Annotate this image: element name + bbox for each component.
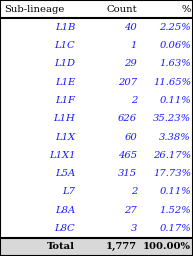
Text: 626: 626 — [118, 114, 137, 123]
Text: 35.23%: 35.23% — [153, 114, 191, 123]
Bar — [0, 18, 193, 37]
Bar — [0, 128, 193, 146]
Bar — [0, 201, 193, 219]
Text: 17.73%: 17.73% — [153, 169, 191, 178]
Text: 11.65%: 11.65% — [153, 78, 191, 87]
Text: L1C: L1C — [55, 41, 75, 50]
Text: 1.63%: 1.63% — [159, 59, 191, 69]
Text: 0.11%: 0.11% — [159, 187, 191, 197]
Text: 29: 29 — [124, 59, 137, 69]
Bar — [0, 219, 193, 238]
Text: %: % — [182, 5, 191, 14]
Text: L1F: L1F — [55, 96, 75, 105]
Text: L7: L7 — [62, 187, 75, 197]
Text: 3: 3 — [131, 224, 137, 233]
Text: L1X: L1X — [55, 133, 75, 142]
Text: 207: 207 — [118, 78, 137, 87]
Text: L8C: L8C — [55, 224, 75, 233]
Text: Total: Total — [47, 242, 75, 251]
Text: 26.17%: 26.17% — [153, 151, 191, 160]
Text: 465: 465 — [118, 151, 137, 160]
Bar — [0, 0, 193, 18]
Text: 315: 315 — [118, 169, 137, 178]
Text: Sub-lineage: Sub-lineage — [4, 5, 64, 14]
Text: 100.00%: 100.00% — [143, 242, 191, 251]
Bar — [0, 183, 193, 201]
Text: Count: Count — [106, 5, 137, 14]
Text: 0.11%: 0.11% — [159, 96, 191, 105]
Bar — [0, 73, 193, 91]
Text: 27: 27 — [124, 206, 137, 215]
Text: L1B: L1B — [55, 23, 75, 32]
Text: L1E: L1E — [55, 78, 75, 87]
Text: 0.06%: 0.06% — [159, 41, 191, 50]
Text: L5A: L5A — [55, 169, 75, 178]
Bar — [0, 165, 193, 183]
Text: L8A: L8A — [55, 206, 75, 215]
Bar — [0, 146, 193, 165]
Text: 3.38%: 3.38% — [159, 133, 191, 142]
Bar — [0, 91, 193, 110]
Text: 0.17%: 0.17% — [159, 224, 191, 233]
Text: 2.25%: 2.25% — [159, 23, 191, 32]
Text: 1,777: 1,777 — [106, 242, 137, 251]
Text: 40: 40 — [124, 23, 137, 32]
Bar — [0, 37, 193, 55]
Text: 60: 60 — [124, 133, 137, 142]
Text: 2: 2 — [131, 187, 137, 197]
Bar — [0, 238, 193, 256]
Text: 2: 2 — [131, 96, 137, 105]
Text: L1H: L1H — [53, 114, 75, 123]
Bar — [0, 110, 193, 128]
Bar — [0, 55, 193, 73]
Text: 1.52%: 1.52% — [159, 206, 191, 215]
Text: 1: 1 — [131, 41, 137, 50]
Text: L1D: L1D — [54, 59, 75, 69]
Text: L1X1: L1X1 — [49, 151, 75, 160]
